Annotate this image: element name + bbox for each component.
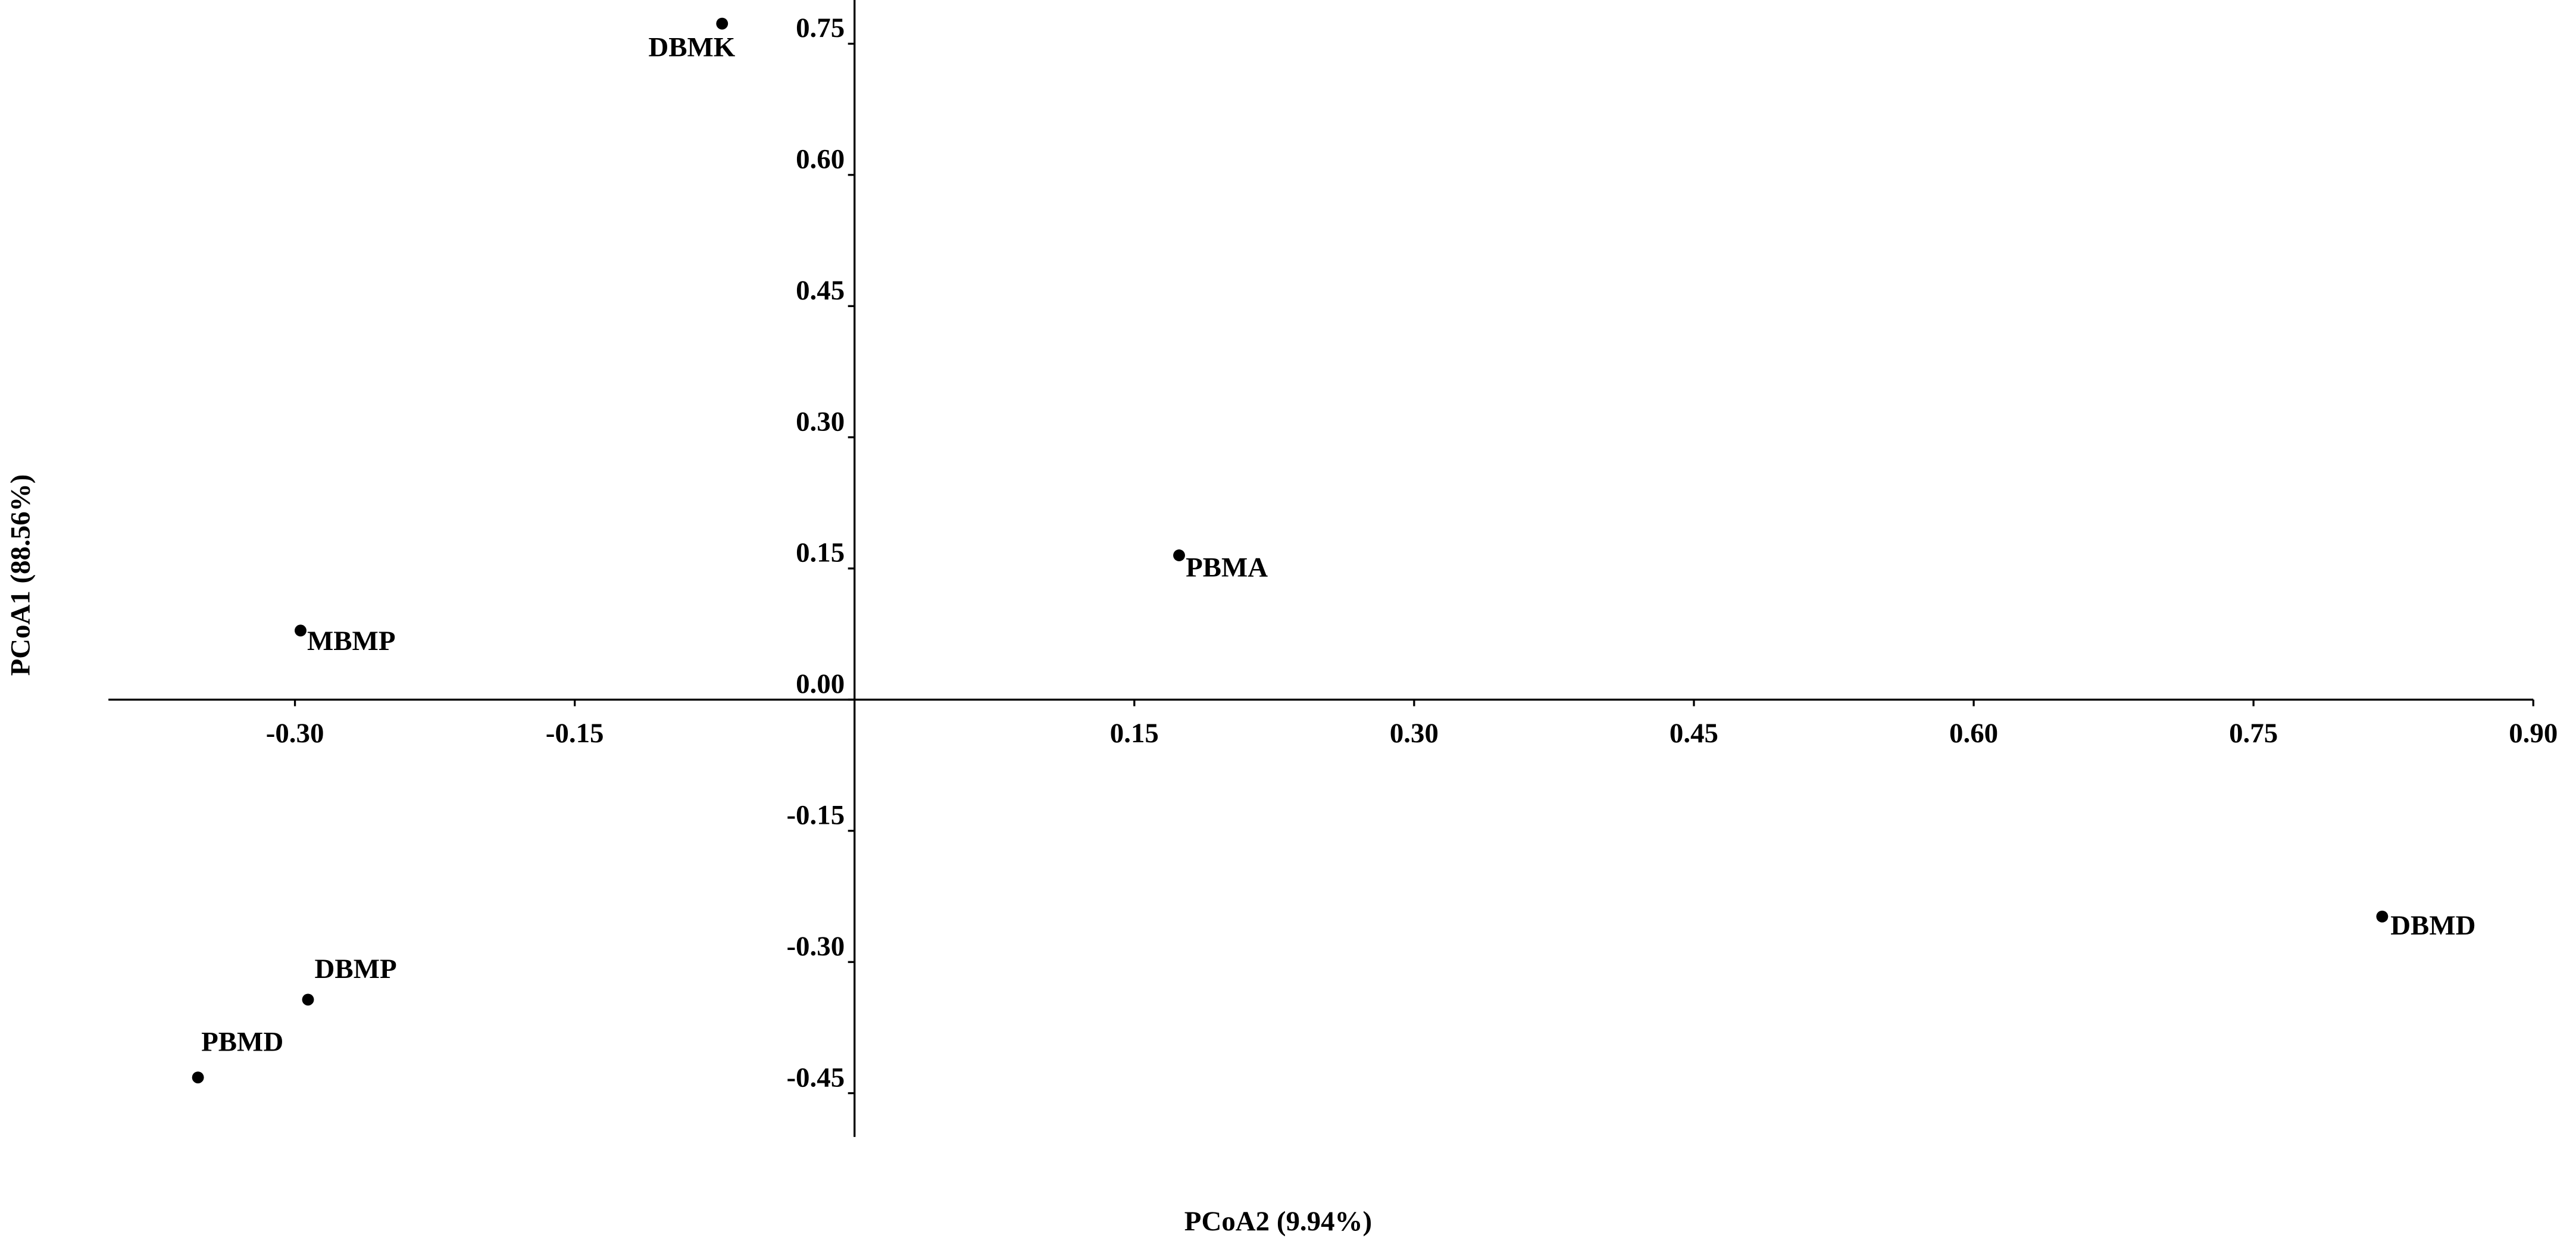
x-tick-label: -0.15 <box>546 718 604 749</box>
y-tick-label: 0.60 <box>796 144 845 175</box>
point-label: DBMK <box>648 32 735 63</box>
point <box>302 993 314 1006</box>
x-tick-label: -0.30 <box>266 718 324 749</box>
y-tick-label: -0.30 <box>786 931 845 962</box>
y-tick-label: -0.15 <box>786 800 845 831</box>
y-tick-label: 0.75 <box>796 12 845 43</box>
point-label: DBMP <box>315 954 397 985</box>
point <box>192 1071 204 1084</box>
x-tick-label: 0.75 <box>2229 718 2278 749</box>
point-label: DBMD <box>2390 910 2475 941</box>
point-label: PBMA <box>1186 552 1268 583</box>
x-tick-label: 0.45 <box>1670 718 1718 749</box>
y-tick-label: 0.30 <box>796 406 845 437</box>
y-tick-label: -0.45 <box>786 1062 845 1093</box>
y-tick-label: 0.00 <box>796 668 845 699</box>
point-label: PBMD <box>201 1027 283 1058</box>
x-tick-label: 0.60 <box>1949 718 1998 749</box>
x-tick-label: 0.30 <box>1390 718 1439 749</box>
point <box>2376 910 2389 923</box>
y-tick-label: 0.45 <box>796 275 845 306</box>
point <box>295 624 307 637</box>
point <box>716 17 729 30</box>
x-axis-label: PCoA2 (9.94%) <box>1184 1206 1372 1237</box>
point <box>1173 549 1185 561</box>
x-tick-label: 0.90 <box>2509 718 2558 749</box>
y-tick-label: 0.15 <box>796 537 845 568</box>
y-axis-label: PCoA1 (88.56%) <box>5 474 36 676</box>
point-label: MBMP <box>307 626 395 657</box>
x-tick-label: 0.15 <box>1110 718 1159 749</box>
